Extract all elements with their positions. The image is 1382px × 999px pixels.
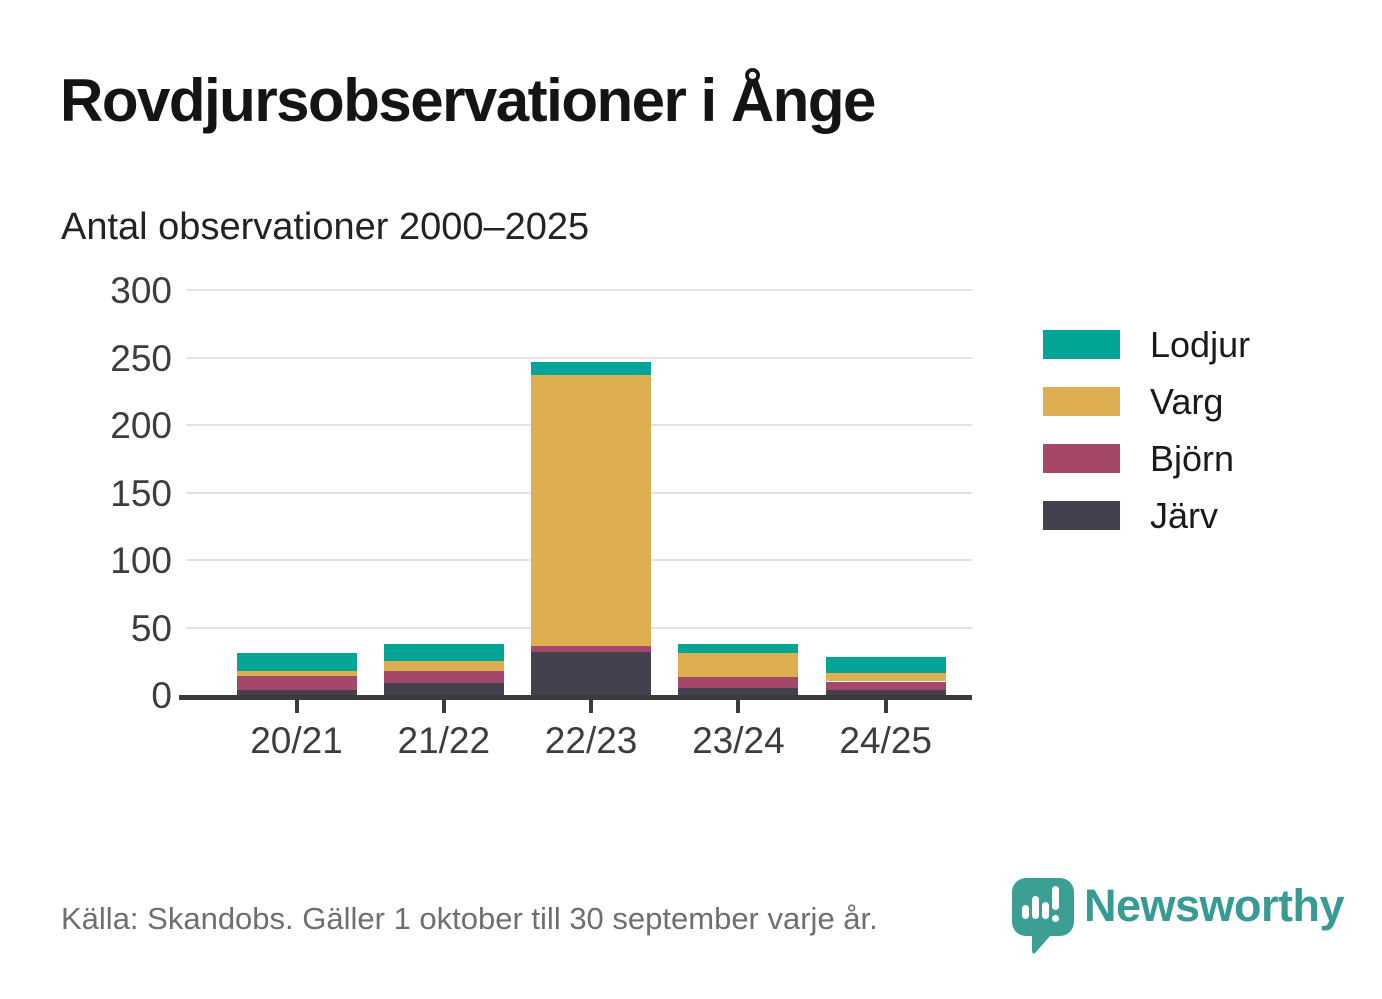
logo-bar-small xyxy=(1022,905,1029,919)
legend-row-järv: Järv xyxy=(1043,495,1250,536)
legend-swatch-varg xyxy=(1043,387,1120,416)
x-axis-tick-label: 22/23 xyxy=(544,720,638,761)
bar-segment-varg-21-22 xyxy=(383,661,504,671)
logo-exclamation-bar xyxy=(1052,886,1059,910)
bar-segment-järv-23-24 xyxy=(678,688,799,695)
legend-label-järv: Järv xyxy=(1150,494,1219,536)
x-axis-tick-23-24 xyxy=(736,700,741,713)
chart-subtitle: Antal observationer 2000–2025 xyxy=(61,206,590,248)
bar-segment-lodjur-23-24 xyxy=(678,643,799,654)
bar-segment-järv-24-25 xyxy=(825,689,946,695)
x-axis-tick-21-22 xyxy=(441,700,446,713)
bar-segment-björn-21-22 xyxy=(383,670,504,683)
x-axis-tick-24-25 xyxy=(883,700,888,713)
bar-segment-lodjur-21-22 xyxy=(383,643,504,662)
logo-bar-medium xyxy=(1042,902,1049,919)
legend-swatch-järv xyxy=(1043,501,1120,530)
bar-segment-björn-20-21 xyxy=(236,676,357,690)
bar-segment-lodjur-24-25 xyxy=(825,657,946,674)
legend-row-varg: Varg xyxy=(1043,381,1250,422)
x-axis-line xyxy=(179,695,972,700)
bar-segment-björn-23-24 xyxy=(678,677,799,689)
x-axis-tick-label: 20/21 xyxy=(250,720,343,761)
legend-swatch-lodjur xyxy=(1043,330,1120,359)
logo-exclamation-dot xyxy=(1052,915,1059,922)
bar-segment-björn-22-23 xyxy=(531,646,652,652)
bar-segment-varg-24-25 xyxy=(825,673,946,682)
bar-segment-järv-20-21 xyxy=(236,689,357,695)
bar-segment-järv-22-23 xyxy=(531,651,652,695)
gridline-250 xyxy=(186,356,972,359)
legend-label-lodjur: Lodjur xyxy=(1150,323,1251,365)
bar-segment-björn-24-25 xyxy=(825,681,946,690)
y-axis-tick-label: 300 xyxy=(110,270,172,311)
bar-segment-varg-23-24 xyxy=(678,653,799,678)
legend-swatch-björn xyxy=(1043,444,1120,473)
x-axis-tick-label: 21/22 xyxy=(397,720,491,761)
legend-label-varg: Varg xyxy=(1150,380,1224,422)
x-axis-tick-label: 24/25 xyxy=(839,720,932,761)
source-note: Källa: Skandobs. Gäller 1 oktober till 3… xyxy=(61,901,878,936)
newsworthy-logo: Newsworthy xyxy=(1012,878,1345,956)
bar-segment-varg-22-23 xyxy=(531,375,652,647)
legend: Lodjur Varg Björn Järv xyxy=(1043,324,1250,558)
bar-segment-varg-20-21 xyxy=(236,670,357,677)
legend-label-björn: Björn xyxy=(1150,437,1235,479)
x-axis-tick-20-21 xyxy=(294,700,299,713)
gridline-300 xyxy=(186,289,972,291)
newsworthy-logo-icon xyxy=(1012,878,1074,954)
y-axis-tick-label: 50 xyxy=(130,607,172,649)
logo-bar-tall xyxy=(1032,896,1039,919)
bar-segment-järv-21-22 xyxy=(383,682,504,695)
y-axis-tick-label: 200 xyxy=(110,405,172,446)
bar-segment-lodjur-22-23 xyxy=(531,361,652,376)
page-title: Rovdjursobservationer i Ånge xyxy=(60,67,876,134)
legend-row-lodjur: Lodjur xyxy=(1043,324,1250,365)
y-axis-tick-label: 250 xyxy=(110,337,172,379)
bar-segment-lodjur-20-21 xyxy=(236,653,357,671)
y-axis-tick-label: 150 xyxy=(110,472,172,514)
y-axis-tick-label: 100 xyxy=(110,540,172,581)
x-axis-tick-22-23 xyxy=(589,700,594,713)
legend-row-björn: Björn xyxy=(1043,438,1250,479)
newsworthy-wordmark: Newsworthy xyxy=(1084,880,1345,931)
y-axis-tick-label: 0 xyxy=(151,675,172,716)
x-axis-tick-label: 23/24 xyxy=(692,720,785,761)
